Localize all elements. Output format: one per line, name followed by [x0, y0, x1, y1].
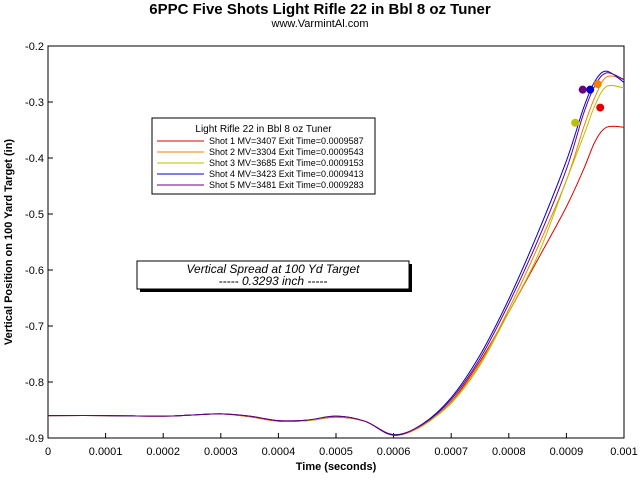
annotation-box — [136, 260, 410, 290]
y-tick-label: -0.4 — [25, 153, 44, 165]
y-tick-label: -0.5 — [25, 209, 44, 221]
y-tick-label: -0.7 — [25, 321, 44, 333]
x-tick-label: 0.0009 — [550, 446, 584, 458]
legend-entry: Shot 2 MV=3304 Exit Time=0.0009543 — [209, 147, 364, 157]
y-axis-label: Vertical Position on 100 Yard Target (in… — [3, 139, 15, 346]
legend-entry: Shot 3 MV=3685 Exit Time=0.0009153 — [209, 158, 364, 168]
legend-box — [151, 117, 376, 195]
y-tick-label: -0.8 — [25, 377, 44, 389]
x-tick-label: 0.001 — [610, 446, 638, 458]
x-tick-label: 0.0002 — [146, 446, 180, 458]
annotation-line-1: Vertical Spread at 100 Yd Target — [186, 262, 360, 276]
x-tick-label: 0.0005 — [319, 446, 353, 458]
legend-entry: Shot 4 MV=3423 Exit Time=0.0009413 — [209, 169, 364, 179]
x-tick-label: 0 — [45, 446, 51, 458]
x-tick-label: 0.0001 — [89, 446, 123, 458]
x-tick-label: 0.0007 — [434, 446, 468, 458]
exit-marker-1 — [596, 103, 605, 112]
x-tick-label: 0.0003 — [204, 446, 238, 458]
x-tick-label: 0.0008 — [492, 446, 526, 458]
y-tick-label: -0.9 — [25, 433, 44, 445]
x-tick-label: 0.0004 — [262, 446, 296, 458]
legend-title: Light Rifle 22 in Bbl 8 oz Tuner — [195, 124, 332, 135]
annotation-line-2: ----- 0.3293 inch ----- — [219, 274, 328, 288]
legend-entry: Shot 5 MV=3481 Exit Time=0.0009283 — [209, 180, 364, 190]
chart-subtitle: www.VarmintAl.com — [271, 18, 369, 30]
exit-marker-2 — [593, 80, 602, 89]
exit-marker-3 — [571, 118, 580, 127]
y-tick-label: -0.6 — [25, 265, 44, 277]
x-tick-label: 0.0006 — [377, 446, 411, 458]
x-axis-label: Time (seconds) — [296, 461, 377, 473]
legend-entry: Shot 1 MV=3407 Exit Time=0.0009587 — [209, 136, 364, 146]
exit-marker-4 — [586, 85, 595, 94]
y-tick-label: -0.3 — [25, 97, 44, 109]
chart-title: 6PPC Five Shots Light Rifle 22 in Bbl 8 … — [149, 1, 491, 18]
exit-marker-5 — [578, 85, 587, 94]
y-tick-label: -0.2 — [25, 41, 44, 53]
series-line-5 — [47, 72, 625, 436]
